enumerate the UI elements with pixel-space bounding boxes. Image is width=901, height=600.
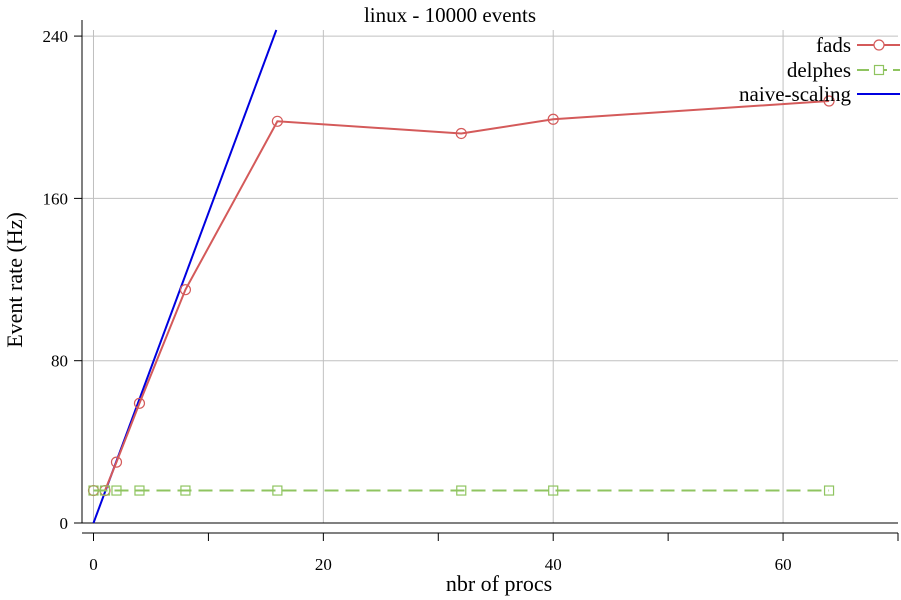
series-group bbox=[87, 95, 835, 497]
legend-label-delphes: delphes bbox=[787, 58, 851, 82]
legend-label-naive-scaling: naive-scaling bbox=[739, 82, 851, 106]
legend-marker-fads bbox=[873, 39, 885, 51]
data-point-fads bbox=[455, 127, 467, 140]
data-point-fads bbox=[110, 456, 123, 468]
data-point-delphes bbox=[456, 485, 467, 496]
x-tick-label: 0 bbox=[89, 555, 98, 574]
data-point-delphes bbox=[823, 485, 835, 496]
data-point-delphes bbox=[88, 485, 99, 496]
data-point-delphes bbox=[111, 485, 122, 496]
y-tick-label: 80 bbox=[51, 352, 68, 371]
data-point-delphes bbox=[180, 485, 191, 496]
axes: 0 80 160 240 0 20 40 60 bbox=[43, 20, 899, 574]
y-tick-label: 240 bbox=[43, 27, 69, 46]
series-line-fads bbox=[93, 100, 830, 492]
data-point-fads bbox=[823, 95, 835, 107]
data-point-fads bbox=[133, 397, 146, 409]
x-tick-label: 40 bbox=[545, 555, 562, 574]
data-point-delphes bbox=[548, 485, 559, 496]
data-point-fads bbox=[547, 113, 559, 125]
legend-marker-delphes bbox=[873, 64, 885, 76]
legend-label-fads: fads bbox=[816, 33, 851, 57]
data-point-delphes bbox=[272, 485, 283, 496]
data-point-delphes bbox=[99, 485, 111, 496]
data-point-fads bbox=[179, 284, 192, 296]
x-tick-label: 60 bbox=[775, 555, 792, 574]
data-point-fads bbox=[271, 115, 283, 127]
x-axis-title: nbr of procs bbox=[446, 571, 552, 596]
chart-title: linux - 10000 events bbox=[364, 3, 536, 27]
y-tick-label: 0 bbox=[60, 514, 69, 533]
data-point-delphes bbox=[134, 485, 145, 496]
y-tick-label: 160 bbox=[43, 189, 69, 208]
y-axis-title: Event rate (Hz) bbox=[2, 212, 27, 348]
grid bbox=[82, 30, 898, 523]
x-tick-label: 20 bbox=[315, 555, 332, 574]
